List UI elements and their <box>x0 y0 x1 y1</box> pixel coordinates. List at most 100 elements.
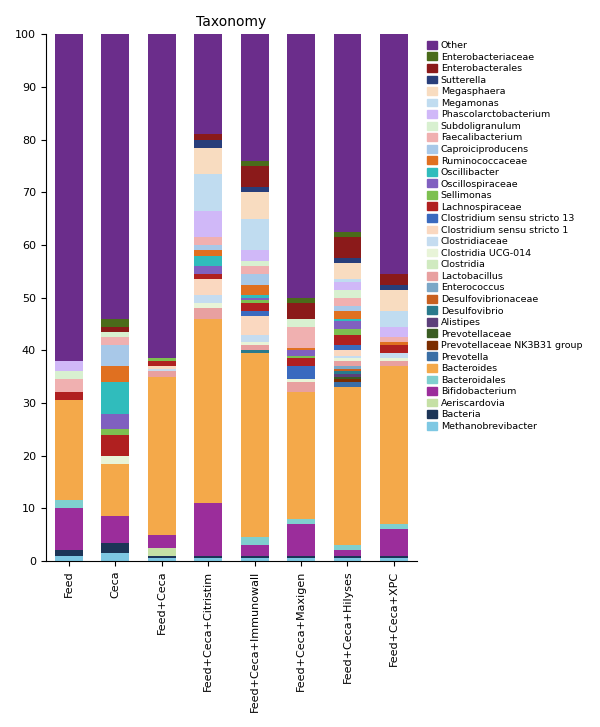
Bar <box>334 334 361 345</box>
Bar <box>241 284 269 295</box>
Bar <box>334 321 361 329</box>
Bar <box>241 297 269 300</box>
Bar <box>241 350 269 353</box>
Bar <box>334 377 361 379</box>
Bar <box>55 379 83 393</box>
Bar <box>101 430 129 435</box>
Bar <box>194 295 222 303</box>
Bar <box>241 316 269 334</box>
Bar <box>334 382 361 387</box>
Bar <box>380 274 408 284</box>
Bar <box>55 500 83 508</box>
Bar <box>241 303 269 311</box>
Bar <box>380 311 408 326</box>
Bar <box>287 356 315 358</box>
Bar <box>380 284 408 290</box>
Bar <box>334 356 361 358</box>
Bar <box>334 290 361 297</box>
Bar <box>380 326 408 337</box>
Bar <box>194 140 222 148</box>
Bar <box>380 361 408 366</box>
Bar <box>148 369 176 371</box>
Bar <box>241 250 269 261</box>
Title: Taxonomy: Taxonomy <box>196 15 266 29</box>
Bar <box>148 548 176 555</box>
Bar <box>241 558 269 561</box>
Bar <box>287 519 315 524</box>
Bar <box>55 34 83 361</box>
Bar <box>334 387 361 545</box>
Bar <box>334 361 361 366</box>
Bar <box>101 414 129 430</box>
Bar <box>148 534 176 548</box>
Bar <box>55 393 83 401</box>
Bar <box>287 348 315 350</box>
Bar <box>241 32 269 161</box>
Bar <box>334 21 361 232</box>
Bar <box>334 297 361 305</box>
Bar <box>380 290 408 311</box>
Bar <box>241 537 269 545</box>
Bar <box>241 353 269 537</box>
Bar <box>194 308 222 318</box>
Bar <box>101 542 129 553</box>
Bar <box>334 379 361 382</box>
Bar <box>55 550 83 555</box>
Bar <box>194 503 222 555</box>
Bar <box>55 371 83 379</box>
Bar <box>241 555 269 558</box>
Bar <box>334 258 361 263</box>
Bar <box>380 558 408 561</box>
Bar <box>334 282 361 290</box>
Bar <box>334 545 361 550</box>
Bar <box>287 555 315 558</box>
Bar <box>101 464 129 516</box>
Bar <box>241 345 269 350</box>
Bar <box>287 32 315 297</box>
Bar <box>380 524 408 529</box>
Bar <box>380 555 408 558</box>
Bar <box>194 318 222 503</box>
Bar <box>101 382 129 414</box>
Bar <box>334 369 361 371</box>
Bar <box>101 337 129 345</box>
Bar <box>241 166 269 187</box>
Bar <box>287 393 315 519</box>
Bar <box>194 237 222 245</box>
Bar <box>380 358 408 361</box>
Bar <box>241 219 269 250</box>
Bar <box>334 550 361 555</box>
Bar <box>241 266 269 274</box>
Bar <box>101 366 129 382</box>
Bar <box>334 237 361 258</box>
Bar <box>55 361 83 371</box>
Bar <box>194 134 222 140</box>
Bar <box>380 366 408 524</box>
Bar <box>55 401 83 500</box>
Bar <box>380 337 408 342</box>
Bar <box>287 382 315 393</box>
Bar <box>148 32 176 358</box>
Bar <box>287 303 315 318</box>
Bar <box>334 371 361 374</box>
Bar <box>194 274 222 279</box>
Bar <box>101 318 129 326</box>
Bar <box>148 358 176 361</box>
Bar <box>101 332 129 337</box>
Bar <box>194 245 222 250</box>
Bar <box>380 32 408 274</box>
Bar <box>334 311 361 318</box>
Bar <box>194 32 222 134</box>
Bar <box>334 558 361 561</box>
Bar <box>287 524 315 555</box>
Bar <box>334 329 361 334</box>
Bar <box>241 161 269 166</box>
Bar <box>241 274 269 284</box>
Bar <box>148 361 176 366</box>
Bar <box>287 350 315 356</box>
Bar <box>287 379 315 382</box>
Bar <box>101 345 129 366</box>
Bar <box>148 366 176 369</box>
Bar <box>148 371 176 377</box>
Bar <box>148 377 176 534</box>
